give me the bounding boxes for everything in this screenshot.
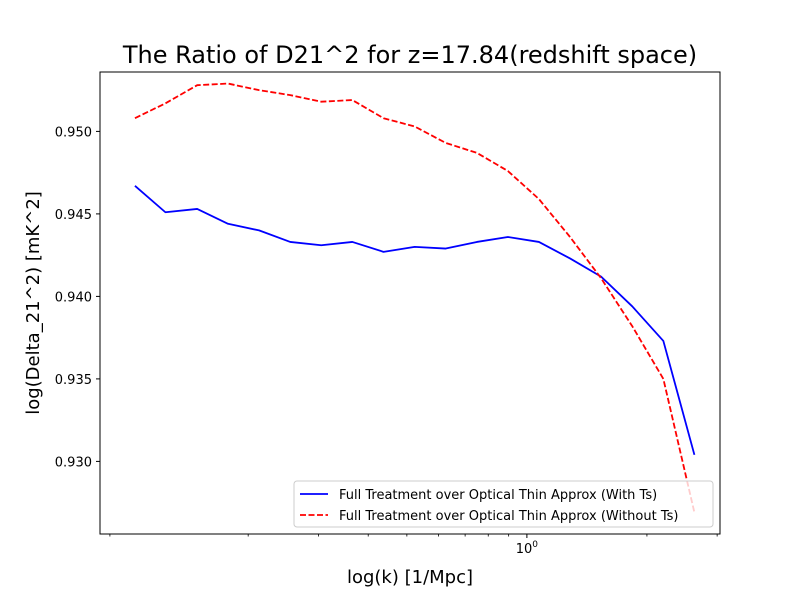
- legend: Full Treatment over Optical Thin Approx …: [293, 480, 714, 528]
- y-tick-label: 0.945: [55, 208, 92, 223]
- x-axis-label: log(k) [1/Mpc]: [347, 567, 473, 588]
- series-layer: [134, 82, 696, 513]
- y-axis-label: log(Delta_21^2) [mK^2]: [23, 191, 44, 415]
- legend-label-2: Full Treatment over Optical Thin Approx …: [339, 509, 678, 524]
- chart-title: The Ratio of D21^2 for z=17.84(redshift …: [122, 41, 697, 69]
- x-tick-label: 100: [516, 540, 539, 557]
- series-line-1: [134, 185, 696, 456]
- y-tick-label: 0.950: [55, 125, 92, 140]
- plot-area: [100, 72, 720, 534]
- y-tick-label: 0.935: [55, 373, 92, 388]
- y-tick-label: 0.940: [55, 290, 92, 305]
- plot-frame: [99, 71, 721, 535]
- legend-label-1: Full Treatment over Optical Thin Approx …: [339, 488, 657, 503]
- legend-box: [293, 480, 714, 528]
- axes-layer: 0.930 0.935 0.940 0.945 0.950 100: [55, 125, 718, 557]
- y-tick-label: 0.930: [55, 455, 92, 470]
